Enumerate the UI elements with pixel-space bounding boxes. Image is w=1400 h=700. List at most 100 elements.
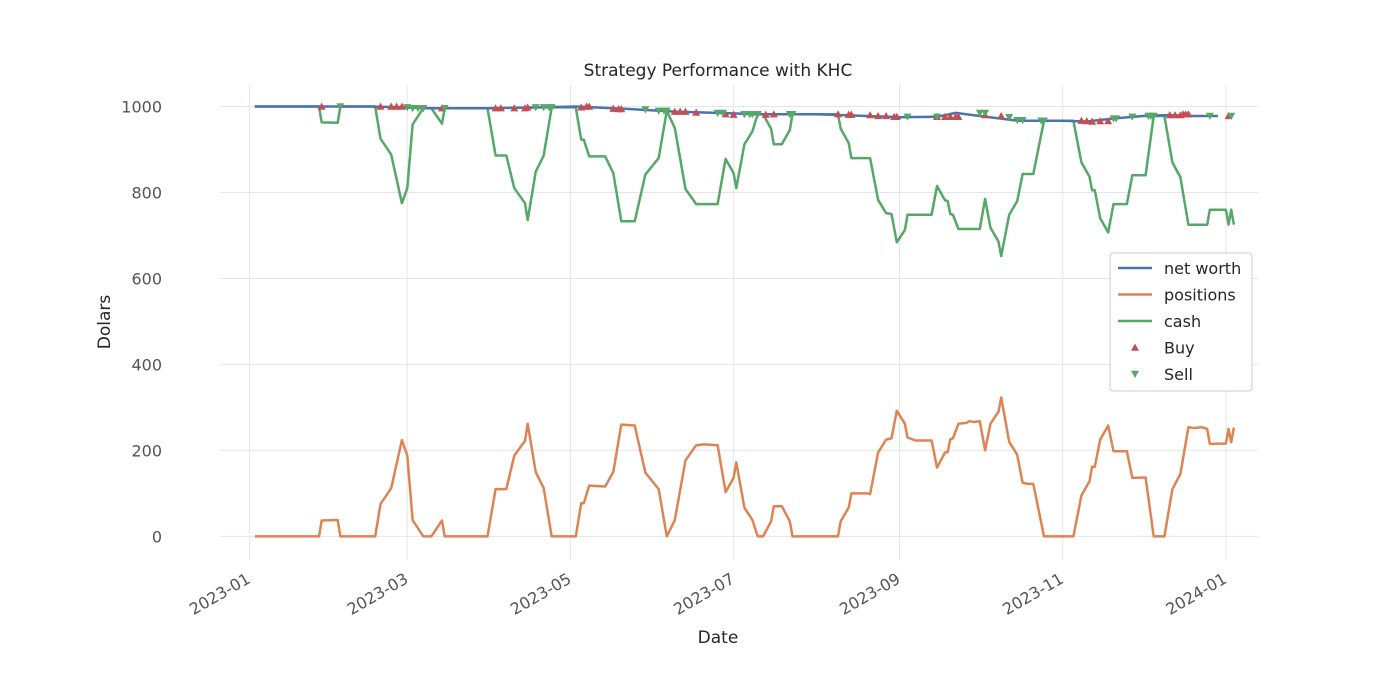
y-tick-labels: 0 200 400 600 800 1000	[121, 97, 162, 546]
sell-marker	[654, 107, 663, 115]
buy-marker	[617, 105, 626, 113]
buy-marker	[833, 110, 842, 118]
buy-marker	[954, 112, 963, 121]
sell-marker	[1039, 117, 1048, 125]
buy-marker	[317, 102, 326, 110]
buy-marker	[1104, 117, 1113, 125]
buy-marker	[1077, 116, 1086, 124]
sell-marker	[662, 107, 671, 115]
sell-marker	[1018, 117, 1027, 125]
sell-marker	[932, 113, 941, 121]
buy-marker	[1096, 117, 1105, 125]
sell-marker	[975, 109, 984, 117]
sell-marker	[1149, 112, 1158, 120]
buy-marker	[670, 107, 679, 115]
y-tick-label: 600	[131, 269, 162, 288]
legend-sell-swatch	[1131, 370, 1139, 378]
sell-marker	[547, 104, 556, 112]
buy-marker	[761, 110, 770, 118]
buy-marker	[874, 111, 883, 120]
sell-marker	[1227, 112, 1236, 120]
buy-marker	[1082, 117, 1091, 125]
x-tick-label: 2023-11	[999, 569, 1066, 619]
sell-marker	[1205, 112, 1214, 120]
buy-marker	[940, 112, 949, 121]
legend-label: Sell	[1164, 365, 1193, 384]
legend-buy-swatch	[1131, 343, 1139, 351]
sell-marker	[903, 113, 912, 121]
legend-box	[1109, 252, 1253, 392]
sell-marker	[753, 111, 762, 119]
sell-marker	[641, 106, 650, 114]
legend: net worth positions cash Buy Sell	[1109, 252, 1253, 392]
marker-layer	[317, 102, 1236, 125]
buy-marker	[769, 110, 778, 118]
sell-marker	[713, 109, 722, 117]
buy-marker	[1171, 111, 1180, 119]
x-tick-label: 2023-09	[836, 569, 903, 619]
series-line-cash	[254, 105, 1236, 258]
buy-marker	[1184, 110, 1193, 118]
buy-marker	[523, 103, 532, 111]
sell-marker	[531, 104, 540, 112]
x-gridlines	[248, 85, 1227, 560]
x-tick-label: 2023-03	[344, 569, 411, 619]
series-line-positions	[254, 396, 1236, 538]
buy-marker	[882, 111, 891, 120]
legend-label: Buy	[1164, 339, 1195, 358]
sell-marker	[788, 111, 797, 119]
buy-marker	[692, 108, 701, 116]
sell-marker	[1128, 113, 1137, 121]
buy-marker	[847, 110, 856, 118]
buy-marker	[510, 104, 519, 112]
y-tick-label: 200	[131, 441, 162, 460]
sell-marker	[539, 104, 548, 112]
sell-marker	[408, 105, 417, 113]
buy-marker	[997, 111, 1006, 120]
y-axis-label: Dolars	[95, 295, 115, 350]
sell-marker	[1005, 114, 1014, 122]
buy-marker	[1165, 111, 1174, 119]
sell-marker	[1112, 115, 1121, 123]
sell-marker	[1013, 117, 1022, 125]
series-layer	[254, 105, 1236, 538]
chart-title: Strategy Performance with KHC	[584, 61, 853, 81]
buy-marker	[676, 107, 685, 115]
buy-marker	[866, 111, 875, 119]
sell-marker	[336, 103, 345, 111]
buy-marker	[609, 104, 618, 112]
x-tick-labels: 2023-01 2023-03 2023-05 2023-07 2023-09 2023-…	[186, 569, 1230, 619]
buy-marker	[1088, 117, 1097, 125]
sell-marker	[981, 109, 990, 117]
buy-marker	[387, 102, 396, 110]
sell-marker	[413, 105, 422, 113]
x-tick-label: 2023-07	[670, 569, 737, 619]
buy-marker	[729, 110, 738, 118]
sell-marker	[740, 111, 749, 119]
buy-marker	[681, 107, 690, 115]
x-tick-label: 2024-01	[1162, 569, 1229, 619]
buy-marker	[376, 102, 385, 110]
sell-marker	[748, 111, 757, 119]
buy-marker	[892, 112, 901, 121]
x-tick-label: 2023-05	[507, 569, 574, 619]
x-axis-label: Date	[698, 628, 739, 648]
y-tick-label: 0	[152, 527, 162, 546]
x-tick-label: 2023-01	[186, 569, 253, 619]
legend-label: net worth	[1164, 259, 1241, 278]
buy-marker	[491, 104, 500, 112]
buy-marker	[946, 112, 955, 121]
buy-marker	[397, 102, 406, 110]
legend-label: cash	[1164, 312, 1201, 331]
y-tick-label: 800	[131, 183, 162, 202]
sell-marker	[718, 109, 727, 117]
sell-marker	[419, 105, 428, 113]
legend-label: positions	[1164, 286, 1236, 305]
y-tick-label: 1000	[121, 97, 162, 116]
buy-marker	[392, 102, 401, 110]
buy-marker	[585, 102, 594, 110]
sell-marker	[440, 105, 449, 113]
y-tick-label: 400	[131, 355, 162, 374]
buy-marker	[496, 104, 505, 112]
